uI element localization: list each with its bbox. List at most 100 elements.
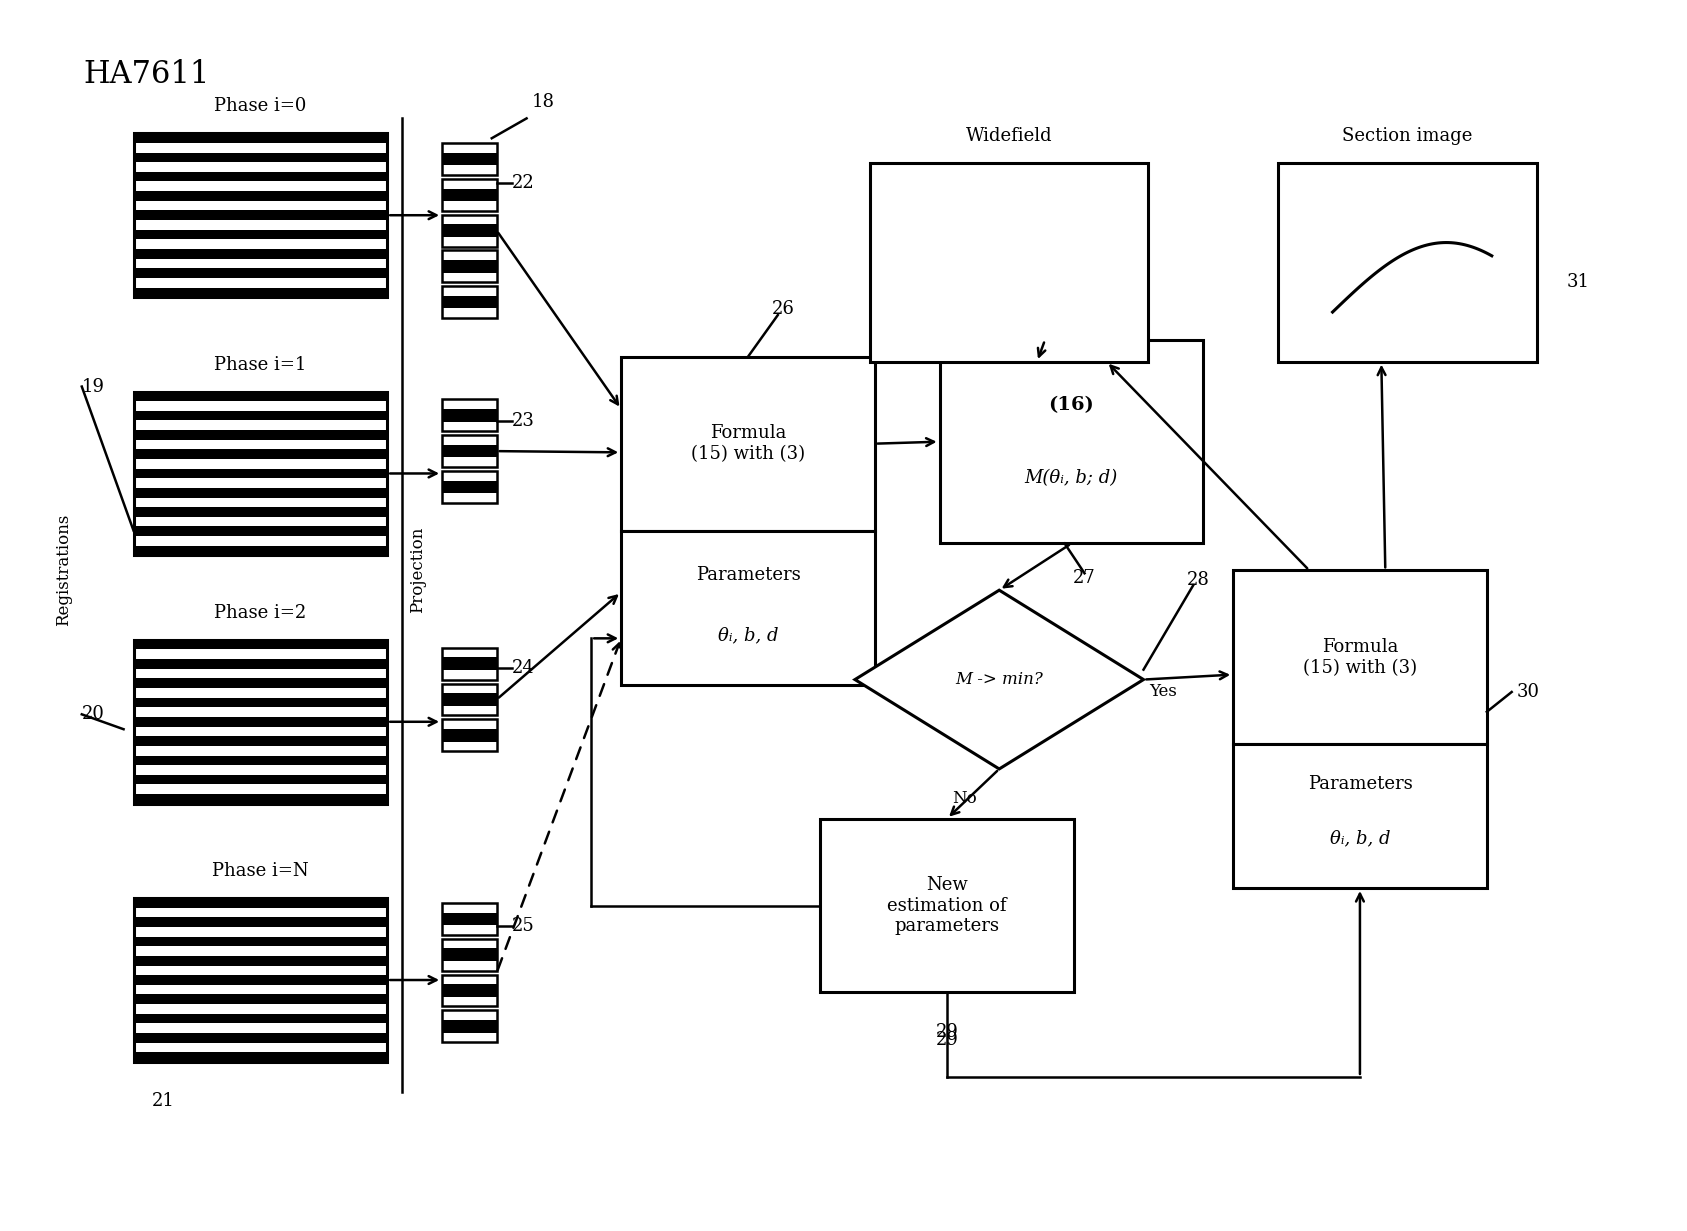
Bar xyxy=(133,716,388,726)
Text: 20: 20 xyxy=(81,705,105,724)
Bar xyxy=(870,162,1149,362)
Text: 26: 26 xyxy=(771,300,795,318)
Text: Phase i=0: Phase i=0 xyxy=(214,97,307,116)
Text: Parameters: Parameters xyxy=(1307,774,1412,793)
Bar xyxy=(442,260,496,273)
Bar xyxy=(133,449,388,459)
Bar xyxy=(133,1014,388,1023)
Bar xyxy=(133,917,388,927)
Bar xyxy=(133,956,388,965)
Bar xyxy=(133,211,388,220)
Bar xyxy=(133,153,388,162)
Text: 31: 31 xyxy=(1567,273,1589,292)
Text: Widefield: Widefield xyxy=(967,127,1053,145)
Bar xyxy=(133,172,388,181)
Bar xyxy=(442,984,496,997)
Bar xyxy=(442,480,496,494)
Bar xyxy=(442,224,496,238)
Bar xyxy=(820,819,1075,992)
Text: (16): (16) xyxy=(1049,396,1095,414)
Bar xyxy=(442,287,496,318)
Bar xyxy=(442,1019,496,1033)
Bar xyxy=(133,249,388,259)
Bar xyxy=(133,411,388,421)
Bar xyxy=(1233,744,1486,888)
Text: Formula
(15) with (3): Formula (15) with (3) xyxy=(1302,638,1417,677)
Text: θᵢ, b, d: θᵢ, b, d xyxy=(717,625,778,644)
Polygon shape xyxy=(855,590,1144,769)
Text: Yes: Yes xyxy=(1149,683,1178,700)
Text: Section image: Section image xyxy=(1343,127,1473,145)
Bar xyxy=(133,736,388,746)
Bar xyxy=(442,719,496,751)
Bar xyxy=(442,657,496,670)
Bar xyxy=(442,250,496,282)
Bar xyxy=(940,340,1203,544)
Bar xyxy=(442,400,496,431)
Text: θᵢ, b, d: θᵢ, b, d xyxy=(1329,830,1390,847)
Bar xyxy=(442,683,496,715)
Bar xyxy=(133,430,388,439)
Bar xyxy=(133,230,388,239)
Bar xyxy=(133,391,388,401)
Text: 29: 29 xyxy=(936,1023,958,1041)
Text: No: No xyxy=(951,790,977,808)
Text: New
estimation of
parameters: New estimation of parameters xyxy=(887,875,1007,936)
Bar xyxy=(133,527,388,537)
Bar xyxy=(1277,162,1537,362)
Bar xyxy=(133,774,388,784)
Bar xyxy=(133,756,388,766)
Bar xyxy=(133,133,388,143)
Bar xyxy=(621,357,876,531)
Bar xyxy=(442,948,496,961)
Bar xyxy=(133,487,388,497)
Bar xyxy=(442,214,496,246)
Bar xyxy=(133,288,388,297)
Text: 24: 24 xyxy=(511,659,535,677)
Bar xyxy=(133,995,388,1004)
Bar xyxy=(442,693,496,705)
Bar xyxy=(442,729,496,741)
Bar xyxy=(442,904,496,934)
Bar xyxy=(133,659,388,668)
Bar xyxy=(442,912,496,926)
Text: 29: 29 xyxy=(936,1032,958,1049)
Bar xyxy=(133,545,388,555)
Text: Phase i=N: Phase i=N xyxy=(213,862,309,880)
Text: Phase i=1: Phase i=1 xyxy=(214,356,307,374)
Bar xyxy=(621,531,876,684)
Bar xyxy=(442,471,496,502)
Text: Projection: Projection xyxy=(408,527,425,613)
Bar xyxy=(133,391,388,555)
Text: 27: 27 xyxy=(1073,569,1097,587)
Bar xyxy=(133,507,388,517)
Bar xyxy=(133,268,388,278)
Bar xyxy=(442,295,496,309)
Bar xyxy=(133,133,388,297)
Text: Parameters: Parameters xyxy=(695,566,800,585)
Text: 28: 28 xyxy=(1186,571,1210,590)
Bar xyxy=(133,640,388,804)
Text: 21: 21 xyxy=(152,1092,174,1110)
Text: M(θᵢ, b; d): M(θᵢ, b; d) xyxy=(1024,469,1118,487)
Bar xyxy=(442,178,496,211)
Bar xyxy=(442,143,496,175)
Bar xyxy=(1233,570,1486,744)
Text: Phase i=2: Phase i=2 xyxy=(214,604,307,622)
Bar xyxy=(442,648,496,680)
Bar xyxy=(133,975,388,985)
Text: Registrations: Registrations xyxy=(56,515,73,627)
Bar xyxy=(133,1053,388,1062)
Bar xyxy=(442,436,496,467)
Text: Formula
(15) with (3): Formula (15) with (3) xyxy=(692,425,805,463)
Text: 18: 18 xyxy=(531,94,555,112)
Bar xyxy=(442,1011,496,1043)
Bar xyxy=(442,939,496,970)
Bar xyxy=(133,794,388,804)
Bar xyxy=(442,444,496,458)
Text: 25: 25 xyxy=(511,917,535,934)
Text: M -> min?: M -> min? xyxy=(955,671,1043,688)
Bar xyxy=(133,191,388,201)
Bar xyxy=(133,678,388,688)
Bar xyxy=(442,188,496,201)
